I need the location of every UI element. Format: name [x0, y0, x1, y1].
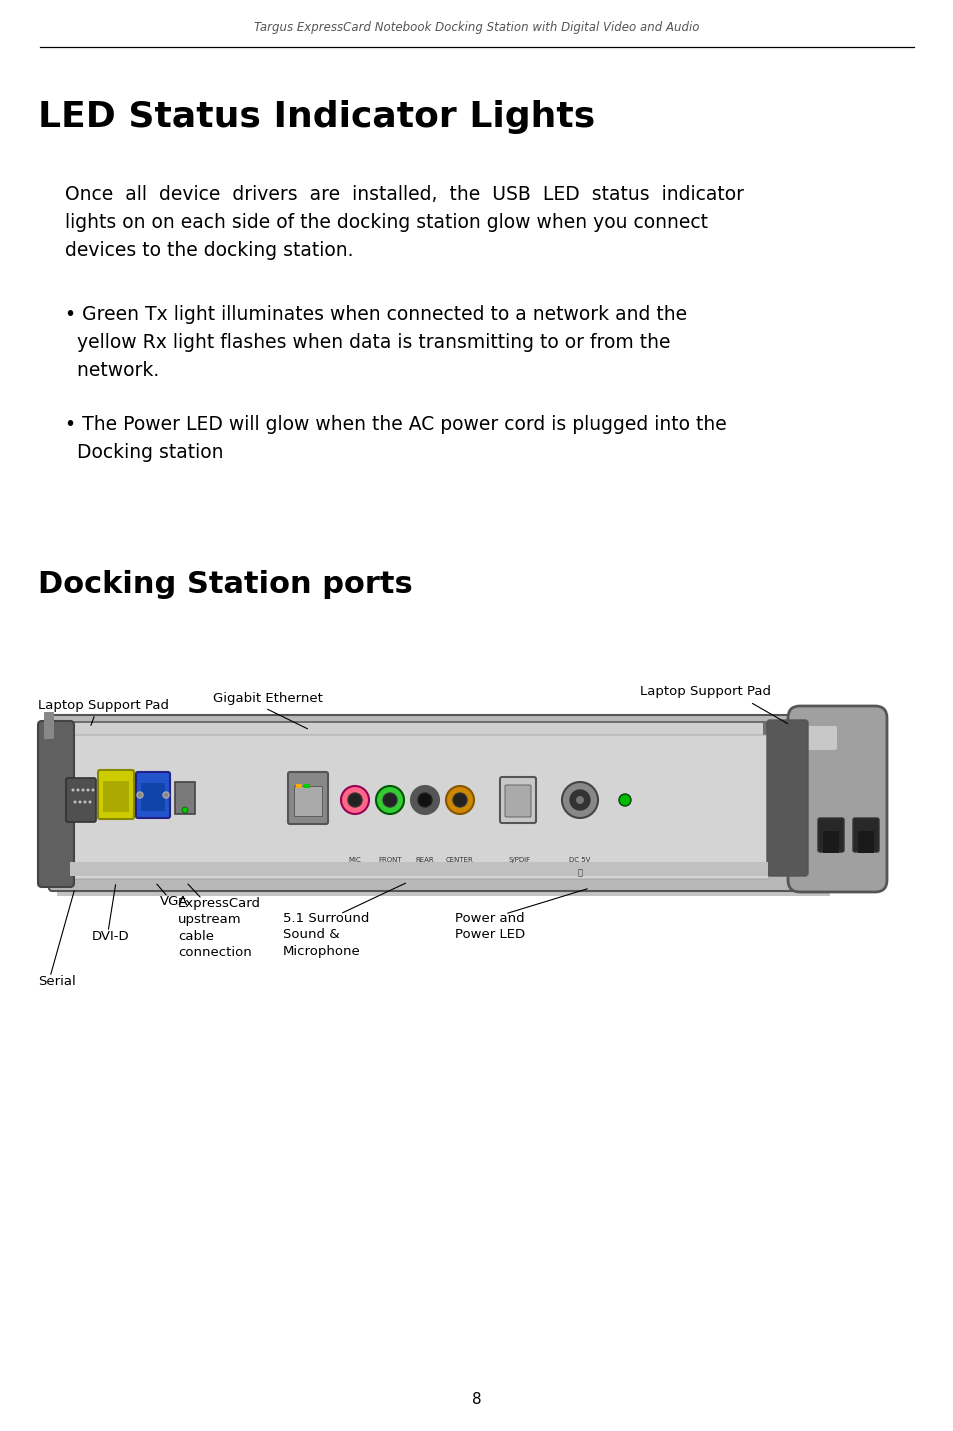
Text: Gigabit Ethernet: Gigabit Ethernet	[213, 693, 322, 705]
Bar	[103, 781, 129, 811]
Circle shape	[87, 788, 90, 791]
Bar	[294, 786, 322, 816]
Text: DC 5V: DC 5V	[569, 857, 590, 863]
Text: Power and
Power LED: Power and Power LED	[455, 912, 524, 942]
Text: REAR: REAR	[416, 857, 434, 863]
Text: • Green Tx light illuminates when connected to a network and the
  yellow Rx lig: • Green Tx light illuminates when connec…	[65, 305, 686, 381]
FancyBboxPatch shape	[44, 713, 54, 738]
Text: VGA: VGA	[160, 894, 189, 909]
FancyBboxPatch shape	[499, 777, 536, 823]
FancyBboxPatch shape	[53, 721, 838, 741]
Text: Docking Station ports: Docking Station ports	[38, 570, 413, 600]
Text: 8: 8	[472, 1392, 481, 1408]
FancyBboxPatch shape	[53, 723, 762, 737]
Text: Laptop Support Pad: Laptop Support Pad	[639, 685, 770, 698]
Circle shape	[182, 807, 188, 813]
Circle shape	[76, 788, 79, 791]
Text: ⏚: ⏚	[577, 869, 582, 877]
Text: Once  all  device  drivers  are  installed,  the  USB  LED  status  indicator
li: Once all device drivers are installed, t…	[65, 185, 743, 260]
Circle shape	[417, 793, 432, 807]
Text: MIC: MIC	[348, 857, 361, 863]
Circle shape	[163, 791, 169, 798]
Circle shape	[137, 791, 143, 798]
Circle shape	[569, 790, 589, 810]
Text: Laptop Support Pad: Laptop Support Pad	[38, 698, 169, 713]
FancyBboxPatch shape	[38, 721, 74, 887]
Circle shape	[375, 786, 403, 814]
FancyBboxPatch shape	[69, 736, 768, 879]
FancyBboxPatch shape	[504, 786, 531, 817]
Text: DVI-D: DVI-D	[91, 930, 130, 943]
FancyBboxPatch shape	[852, 819, 878, 851]
FancyBboxPatch shape	[288, 771, 328, 824]
FancyBboxPatch shape	[787, 705, 886, 892]
Text: FRONT: FRONT	[377, 857, 401, 863]
Bar	[857, 831, 873, 853]
Circle shape	[382, 793, 396, 807]
FancyBboxPatch shape	[817, 819, 843, 851]
Circle shape	[446, 786, 474, 814]
Text: Targus ExpressCard Notebook Docking Station with Digital Video and Audio: Targus ExpressCard Notebook Docking Stat…	[254, 21, 699, 34]
Circle shape	[78, 800, 81, 803]
Bar	[141, 783, 165, 811]
FancyBboxPatch shape	[802, 726, 836, 750]
Polygon shape	[57, 892, 829, 896]
Circle shape	[73, 800, 76, 803]
Text: Serial: Serial	[38, 975, 75, 987]
Text: ExpressCard
upstream
cable
connection: ExpressCard upstream cable connection	[178, 897, 261, 960]
Bar	[174, 781, 194, 814]
Text: S/PDIF: S/PDIF	[508, 857, 531, 863]
Circle shape	[453, 793, 467, 807]
Circle shape	[71, 788, 74, 791]
Circle shape	[576, 796, 583, 804]
Bar	[70, 861, 767, 876]
Circle shape	[561, 781, 598, 819]
Circle shape	[340, 786, 369, 814]
Text: LED Status Indicator Lights: LED Status Indicator Lights	[38, 100, 595, 135]
Bar	[822, 831, 838, 853]
FancyBboxPatch shape	[136, 771, 170, 819]
Text: CENTER: CENTER	[446, 857, 474, 863]
Circle shape	[411, 786, 438, 814]
Circle shape	[618, 794, 630, 806]
Text: 5.1 Surround
Sound &
Microphone: 5.1 Surround Sound & Microphone	[283, 912, 369, 957]
Circle shape	[348, 793, 361, 807]
FancyBboxPatch shape	[66, 778, 96, 821]
Text: • The Power LED will glow when the AC power cord is plugged into the
  Docking s: • The Power LED will glow when the AC po…	[65, 415, 726, 462]
Bar	[295, 784, 302, 788]
Circle shape	[91, 788, 94, 791]
Bar	[304, 784, 310, 788]
FancyBboxPatch shape	[766, 720, 807, 876]
FancyBboxPatch shape	[98, 770, 133, 819]
Circle shape	[84, 800, 87, 803]
Circle shape	[89, 800, 91, 803]
FancyBboxPatch shape	[49, 716, 842, 892]
Circle shape	[81, 788, 85, 791]
